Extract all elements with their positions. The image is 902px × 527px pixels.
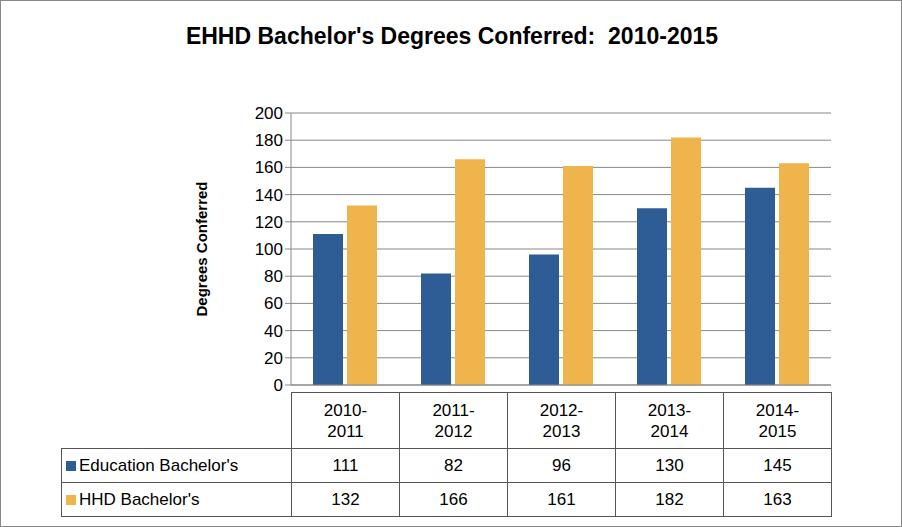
html-text:96: 96 bbox=[552, 455, 571, 475]
html-text:Education Bachelor's: Education Bachelor's bbox=[79, 455, 239, 475]
html-text:2012- 2013: 2012- 2013 bbox=[539, 400, 584, 441]
html-text:2010- 2011: 2010- 2011 bbox=[323, 400, 368, 441]
html-text:166: 166 bbox=[439, 489, 468, 509]
svg-text:200: 200 bbox=[255, 104, 283, 123]
svg-text:100: 100 bbox=[255, 240, 283, 259]
html-text:132: 132 bbox=[331, 489, 360, 509]
html-text:Degrees Conferred: Degrees Conferred bbox=[192, 181, 210, 317]
html-text:182: 182 bbox=[655, 489, 684, 509]
html-text:163: 163 bbox=[763, 489, 792, 509]
html-text:130: 130 bbox=[655, 455, 684, 475]
svg-text:80: 80 bbox=[264, 267, 283, 286]
html-text:2014- 2015: 2014- 2015 bbox=[755, 400, 800, 441]
svg-text:40: 40 bbox=[264, 322, 283, 341]
svg-text:140: 140 bbox=[255, 186, 283, 205]
svg-text:120: 120 bbox=[255, 213, 283, 232]
svg-text:0: 0 bbox=[273, 376, 283, 395]
html-text:EHHD Bachelor's Degrees Confer: EHHD Bachelor's Degrees Conferred: 2010-… bbox=[185, 23, 719, 49]
html-text:HHD Bachelor's: HHD Bachelor's bbox=[79, 489, 200, 509]
html-text:2011- 2012: 2011- 2012 bbox=[432, 400, 475, 441]
html-text:82: 82 bbox=[444, 455, 463, 475]
html-text:145: 145 bbox=[763, 455, 792, 475]
svg-text:180: 180 bbox=[255, 131, 283, 150]
html-text:161: 161 bbox=[547, 489, 576, 509]
svg-text:160: 160 bbox=[255, 158, 283, 177]
svg-text:20: 20 bbox=[264, 349, 283, 368]
html-text:2013- 2014: 2013- 2014 bbox=[647, 400, 692, 441]
svg-text:60: 60 bbox=[264, 294, 283, 313]
html-text:111: 111 bbox=[332, 455, 359, 475]
